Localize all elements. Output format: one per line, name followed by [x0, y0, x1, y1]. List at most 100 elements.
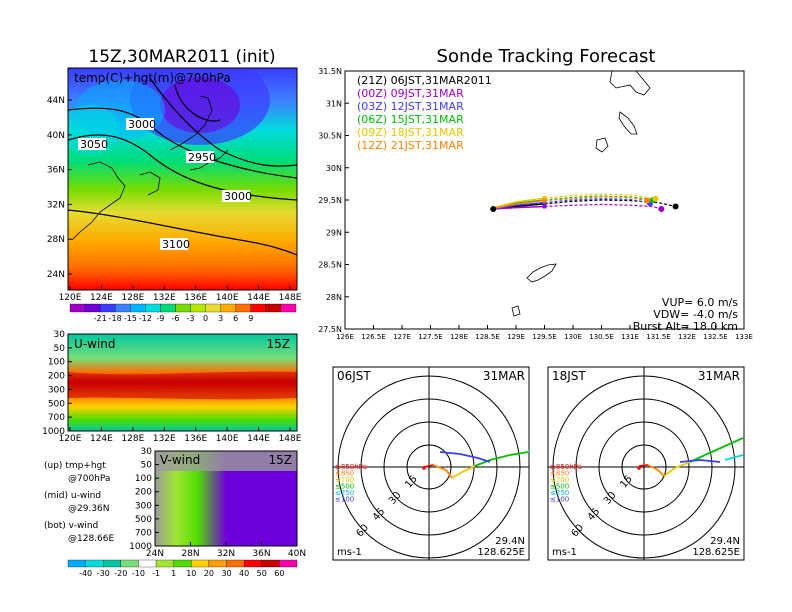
- hodograph-time-bg: [334, 368, 380, 383]
- temp-x-tick-label: 144E: [247, 293, 270, 303]
- colorbar-label: -40: [79, 569, 92, 578]
- colorbar-label: 9: [248, 314, 253, 323]
- hodograph-trace-segment: [423, 464, 434, 468]
- vwind-xticks: 24N 28N 32N 36N 40N: [146, 542, 306, 559]
- uwind-x-tick-label: 132E: [153, 434, 176, 444]
- track-series-line: [544, 195, 653, 201]
- temp-y-tick-label: 40N: [47, 131, 65, 141]
- hodograph-trace: [637, 437, 744, 477]
- track-x-tick-label: 127.5E: [418, 333, 442, 341]
- colorbar-swatch: [191, 559, 210, 568]
- uwind-xticks: 120E 124E 128E 132E 136E 140E 144E 148E: [59, 427, 302, 444]
- vwind-yticks: 30 50 100 200 300 500 700 1000: [129, 447, 159, 552]
- colorbar-swatch: [265, 303, 282, 313]
- track-series-line: [544, 203, 662, 210]
- track-burst-point: [542, 198, 547, 203]
- colorbar-swatch: [155, 559, 174, 568]
- legend-mid-line2: @29.36N: [68, 504, 110, 514]
- legend-up-line1: (up) tmp+hgt: [44, 461, 106, 471]
- track-y-tick-label: 27.5N: [318, 325, 342, 334]
- hodograph-level-legend: ≤100: [550, 496, 569, 504]
- colorbar-swatch: [99, 303, 116, 313]
- hodograph-lat: 29.4N: [710, 536, 740, 547]
- uwind-y-tick-label: 30: [54, 330, 66, 340]
- track-series-line: [544, 196, 648, 202]
- hodograph-trace-segment: [724, 454, 744, 461]
- track-x-tick-label: 126.5E: [361, 333, 385, 341]
- vwind-y-tick-label: 300: [135, 501, 152, 511]
- legend-mid-line1: (mid) u-wind: [44, 491, 101, 501]
- vwind-label: V-wind: [160, 453, 200, 467]
- track-yticks: 31.5N 31N 30.5N 30N 29.5N 29N 28.5N 28N 27.5N: [318, 67, 349, 334]
- temp-yticks: 44N 40N 36N 32N 28N 24N: [47, 96, 72, 280]
- contour-label: 3000: [128, 118, 156, 131]
- colorbar-swatch: [175, 303, 191, 313]
- colorbar-label: -15: [124, 314, 137, 323]
- uwind-y-tick-label: 500: [48, 399, 65, 409]
- uwind-x-tick-label: 140E: [216, 434, 239, 444]
- vwind-y-tick-label: 700: [135, 528, 152, 538]
- uwind-y-tick-label: 50: [54, 344, 66, 354]
- track-landing-point: [672, 203, 679, 210]
- track-y-tick-label: 30.5N: [318, 132, 342, 141]
- track-x-tick-label: 128.5E: [475, 333, 499, 341]
- colorbar-swatch: [103, 559, 121, 568]
- track-x-tick-label: 126E: [336, 333, 354, 341]
- track-series-line: [493, 201, 545, 210]
- uwind-x-tick-label: 144E: [247, 434, 270, 444]
- track-burst-point: [542, 204, 547, 209]
- hodograph-surface-point: [422, 466, 426, 470]
- colorbar-swatch: [69, 303, 86, 313]
- track-landing-point: [658, 206, 665, 213]
- colorbar-label: -10: [132, 569, 145, 578]
- track-x-tick-label: 129.5E: [532, 333, 556, 341]
- track-lines: [490, 193, 679, 213]
- vwind-time: 15Z: [269, 453, 293, 467]
- contour-label: 3000: [224, 190, 252, 203]
- colorbar-label: 6: [233, 314, 238, 323]
- hodograph-trace-segment: [647, 464, 665, 477]
- track-y-tick-label: 29N: [326, 228, 342, 237]
- vwind-colorbar: [67, 559, 298, 568]
- track-x-tick-label: 132E: [678, 333, 696, 341]
- vwind-y-tick-label: 100: [135, 474, 152, 484]
- colorbar-label: 1: [171, 569, 176, 578]
- temp-y-tick-label: 36N: [47, 166, 65, 176]
- uwind-label: U-wind: [74, 337, 115, 351]
- hodograph-level-legend: ≤850: [335, 470, 354, 478]
- track-burst-point: [542, 196, 547, 201]
- track-params: VUP= 6.0 m/s VDW= -4.0 m/s Burst Alt= 18…: [633, 296, 739, 333]
- hodograph-trace-segment: [638, 464, 649, 467]
- temp-frame: [67, 67, 298, 291]
- track-y-tick-label: 31.5N: [318, 67, 342, 76]
- track-y-tick-label: 28N: [326, 293, 342, 302]
- vwind-x-tick-label: 28N: [181, 549, 199, 559]
- colorbar-swatch: [115, 303, 131, 313]
- colorbar-swatch: [173, 559, 192, 568]
- track-legend-entry: (09Z) 18JST,31MAR: [357, 126, 464, 139]
- hodograph-level-legend: ≤100: [335, 496, 354, 504]
- colorbar-swatch: [160, 303, 176, 313]
- colorbar-swatch: [205, 303, 221, 313]
- hodograph-lon: 128.625E: [477, 547, 525, 558]
- colorbar-swatch: [138, 559, 157, 568]
- track-x-tick-label: 130.5E: [589, 333, 613, 341]
- hodograph-level-legend: ≥850hPa: [335, 463, 367, 471]
- temp-xticks: 120E 124E 128E 132E 136E 140E 144E 148E: [59, 286, 302, 303]
- colorbar-label: -1: [152, 569, 160, 578]
- track-vdw: VDW= -4.0 m/s: [653, 308, 738, 321]
- temp-panel-title: 15Z,30MAR2011 (init): [88, 47, 275, 67]
- track-x-tick-label: 129E: [507, 333, 525, 341]
- track-coastlines: [511, 71, 651, 317]
- hodograph-level-legend: ≥850hPa: [550, 463, 582, 471]
- temp-x-tick-label: 128E: [121, 293, 144, 303]
- hodograph-units: ms-1: [337, 547, 362, 558]
- track-x-tick-label: 127E: [393, 333, 411, 341]
- hodograph-level-legend: ≤250: [550, 489, 569, 497]
- track-x-tick-label: 131E: [621, 333, 639, 341]
- colorbar-swatch: [244, 559, 262, 568]
- uwind-y-tick-label: 100: [48, 358, 65, 368]
- hodograph-trace-segment: [663, 461, 691, 477]
- track-landing-point: [644, 197, 651, 204]
